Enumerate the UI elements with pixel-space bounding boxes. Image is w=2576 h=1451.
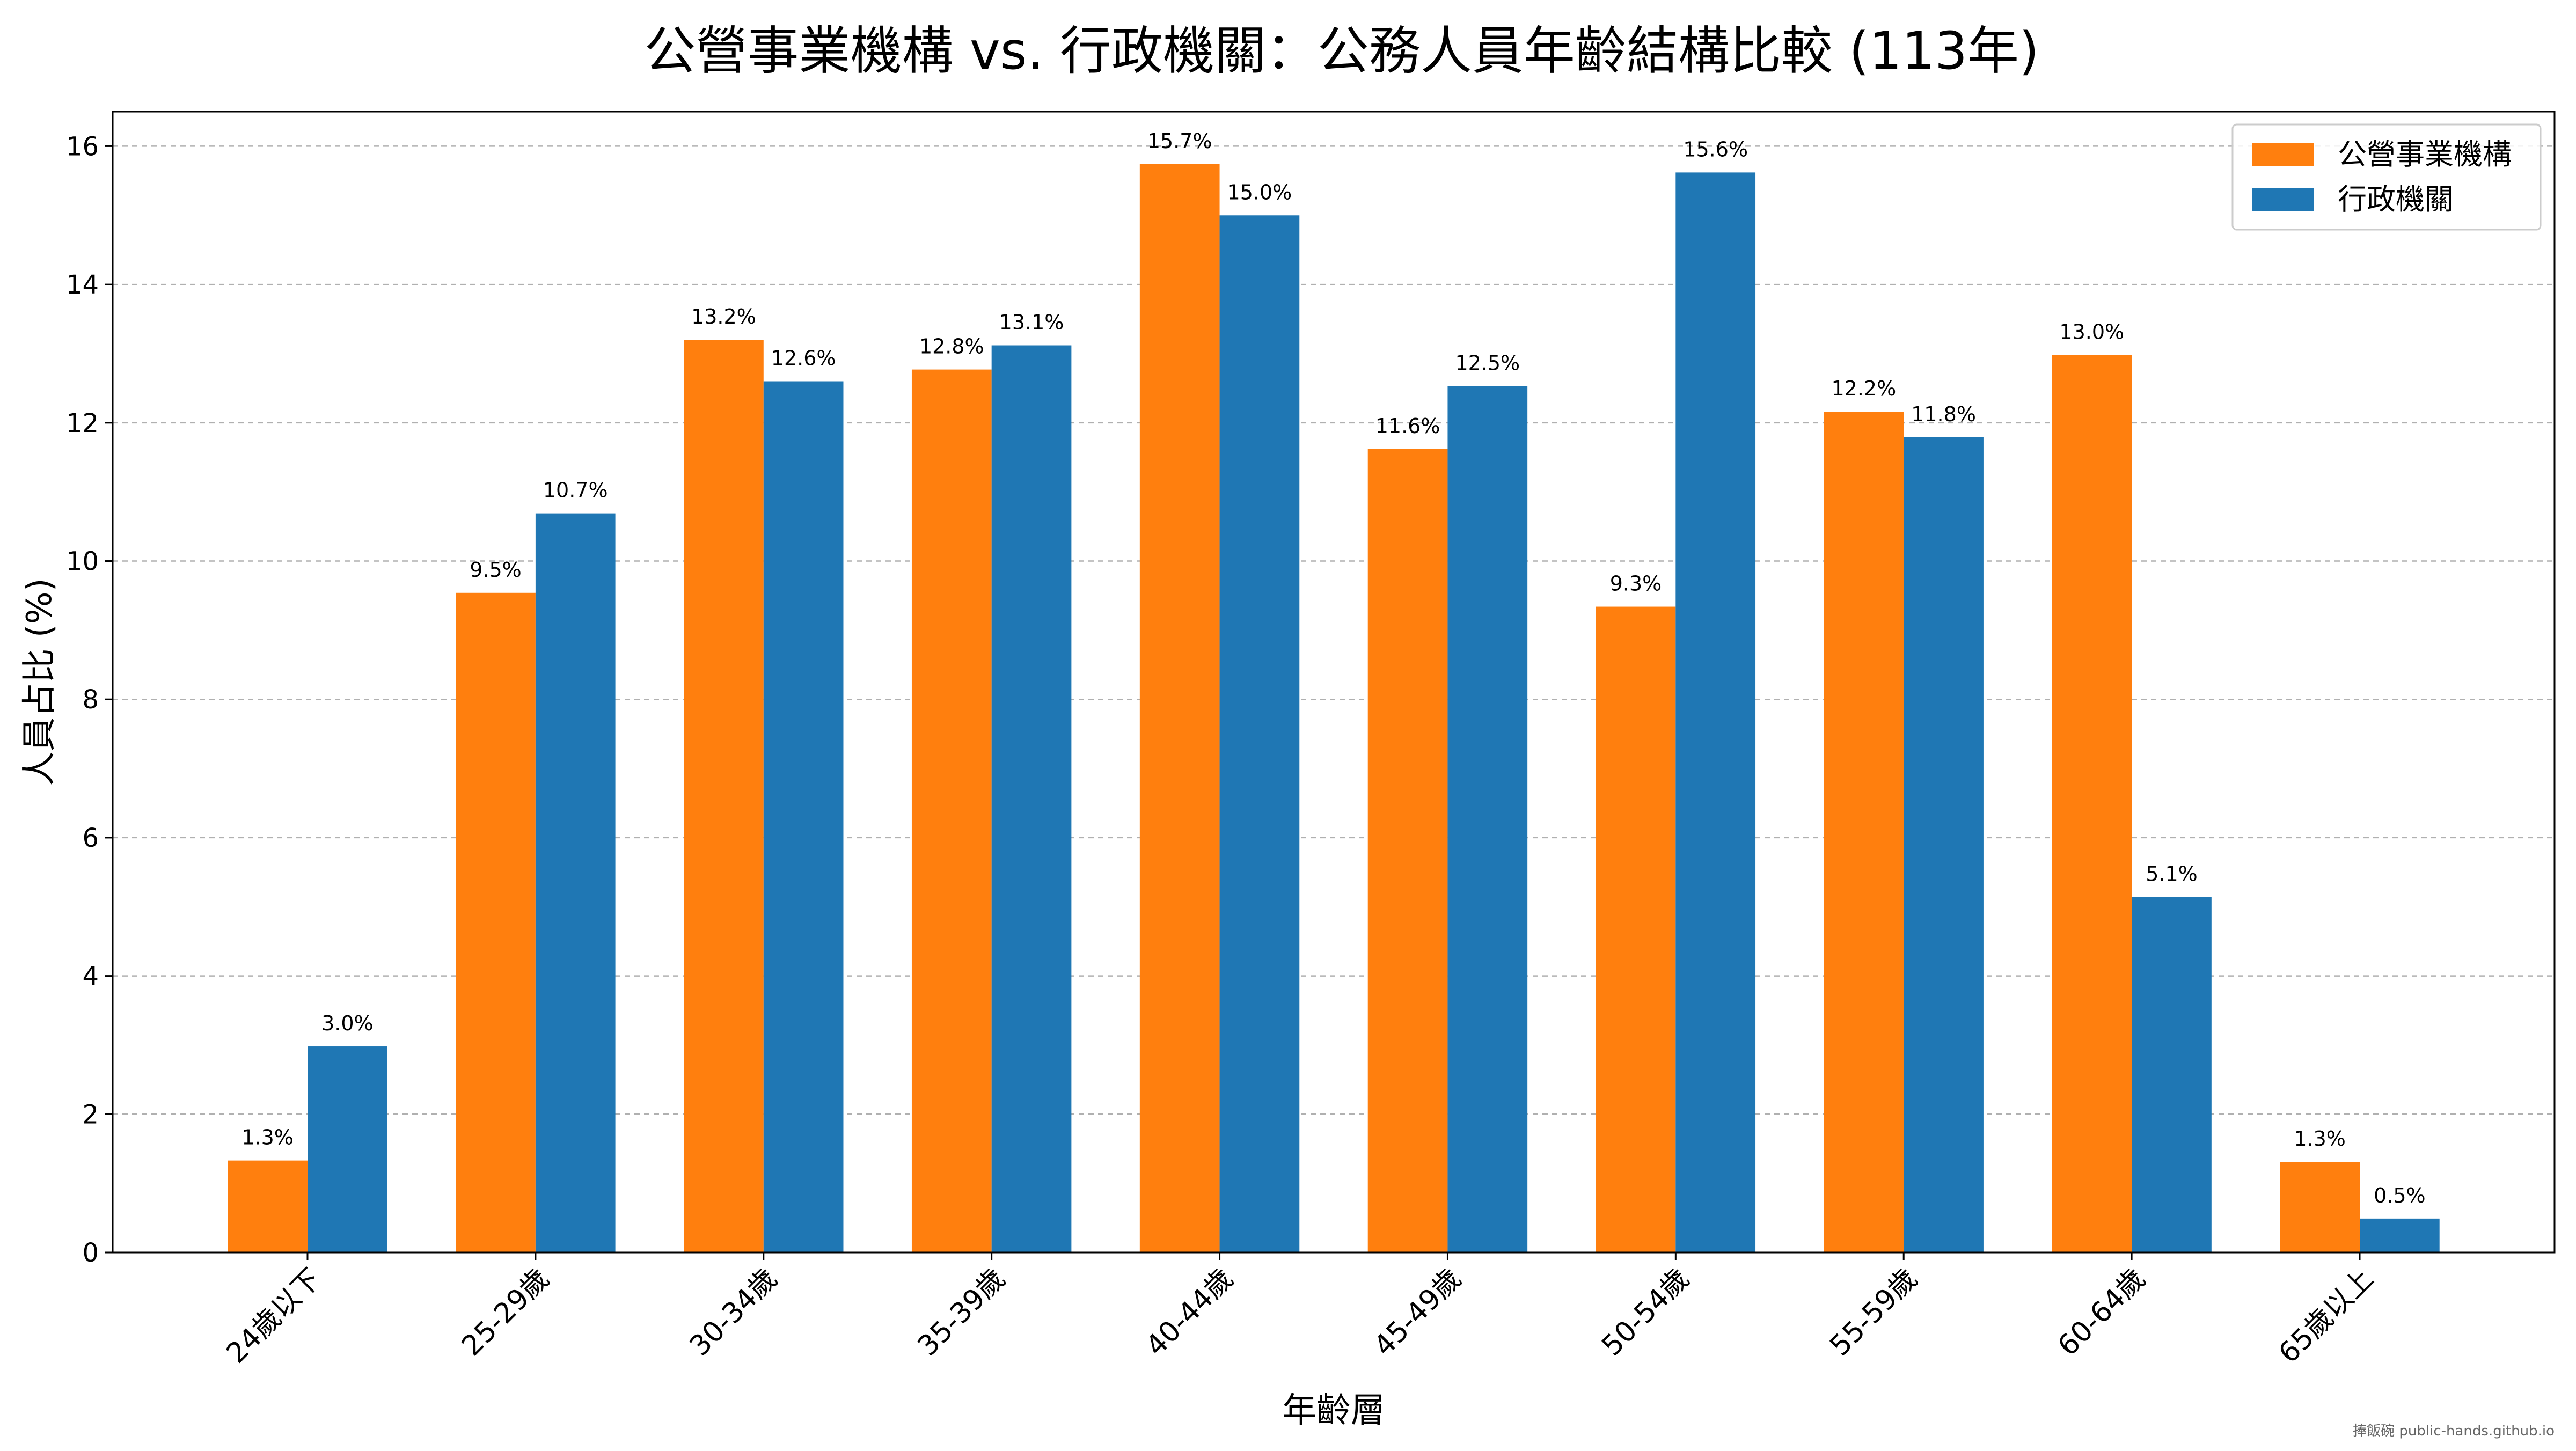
value-label-administrative-agencies-1: 10.7% xyxy=(543,479,608,502)
bar-administrative-agencies-0 xyxy=(308,1046,387,1252)
value-label-public-enterprise-7: 12.2% xyxy=(1832,377,1897,400)
bar-public-enterprise-8 xyxy=(2052,355,2132,1253)
y-tick-label-0: 0 xyxy=(82,1238,99,1268)
value-label-public-enterprise-3: 12.8% xyxy=(919,335,984,358)
bar-administrative-agencies-8 xyxy=(2132,897,2212,1252)
value-label-public-enterprise-9: 1.3% xyxy=(2294,1127,2346,1150)
value-label-public-enterprise-4: 15.7% xyxy=(1147,129,1212,153)
bar-public-enterprise-0 xyxy=(228,1160,308,1252)
value-label-public-enterprise-2: 13.2% xyxy=(691,305,756,328)
legend-swatch-public-enterprise xyxy=(2252,143,2314,166)
legend-swatch-administrative-agencies xyxy=(2252,188,2314,211)
value-label-administrative-agencies-4: 15.0% xyxy=(1227,180,1292,204)
y-tick-label-2: 2 xyxy=(82,1100,99,1130)
value-label-administrative-agencies-8: 5.1% xyxy=(2146,862,2198,886)
legend-label-public-enterprise: 公營事業機構 xyxy=(2338,137,2512,171)
y-axis-title: 人員占比 (%) xyxy=(20,578,60,786)
bar-public-enterprise-3 xyxy=(911,369,992,1252)
y-tick-label-16: 16 xyxy=(66,131,99,162)
y-tick-label-10: 10 xyxy=(66,547,99,577)
value-labels: 1.3% 9.5% 13.2% 12.8% 15.7% 11.6% 9.3% 12.2% 13.… xyxy=(241,129,2425,1207)
footer-credit: 捧飯碗 public-hands.github.io xyxy=(2353,1423,2555,1439)
bar-administrative-agencies-3 xyxy=(991,345,1072,1253)
bar-public-enterprise-1 xyxy=(456,592,536,1252)
value-label-administrative-agencies-0: 3.0% xyxy=(321,1012,374,1035)
bar-administrative-agencies-6 xyxy=(1675,172,1756,1252)
bar-administrative-agencies-1 xyxy=(535,513,616,1253)
plot-frame xyxy=(112,111,2556,1254)
bar-public-enterprise-4 xyxy=(1139,164,1220,1253)
y-tick-label-12: 12 xyxy=(66,408,99,438)
value-label-administrative-agencies-2: 12.6% xyxy=(771,347,836,370)
bar-administrative-agencies-2 xyxy=(763,381,844,1253)
bar-public-enterprise-9 xyxy=(2280,1162,2360,1252)
value-label-administrative-agencies-9: 0.5% xyxy=(2374,1184,2426,1207)
value-label-public-enterprise-5: 11.6% xyxy=(1375,414,1440,438)
value-label-public-enterprise-1: 9.5% xyxy=(470,558,522,582)
chart-title: 公營事業機構 vs. 行政機關：公務人員年齡結構比較 (113年) xyxy=(644,21,2039,81)
bar-administrative-agencies-5 xyxy=(1447,386,1528,1252)
bar-public-enterprise-6 xyxy=(1596,606,1676,1252)
bar-public-enterprise-2 xyxy=(684,340,764,1253)
value-label-public-enterprise-6: 9.3% xyxy=(1610,572,1662,596)
bars xyxy=(228,164,2440,1253)
value-label-administrative-agencies-5: 12.5% xyxy=(1455,351,1520,375)
y-tick-label-4: 4 xyxy=(82,962,99,992)
value-label-administrative-agencies-6: 15.6% xyxy=(1683,137,1748,161)
y-axis: 0 2 4 6 8 10 12 14 16 xyxy=(66,131,113,1268)
x-axis-title: 年齡層 xyxy=(1282,1391,1385,1431)
bar-public-enterprise-5 xyxy=(1367,449,1448,1253)
bar-public-enterprise-7 xyxy=(1824,412,1904,1253)
value-label-public-enterprise-8: 13.0% xyxy=(2059,320,2124,344)
value-label-public-enterprise-0: 1.3% xyxy=(241,1126,294,1149)
value-label-administrative-agencies-7: 11.8% xyxy=(1911,402,1976,426)
y-tick-label-14: 14 xyxy=(66,270,99,300)
legend-label-administrative-agencies: 行政機關 xyxy=(2338,182,2454,216)
y-tick-label-8: 8 xyxy=(82,685,99,715)
legend: 公營事業機構 行政機關 xyxy=(2231,123,2542,231)
bar-administrative-agencies-9 xyxy=(2360,1218,2440,1252)
bar-administrative-agencies-4 xyxy=(1219,215,1300,1253)
value-label-administrative-agencies-3: 13.1% xyxy=(999,311,1064,334)
bar-administrative-agencies-7 xyxy=(1904,437,1984,1252)
y-tick-label-6: 6 xyxy=(82,823,99,853)
